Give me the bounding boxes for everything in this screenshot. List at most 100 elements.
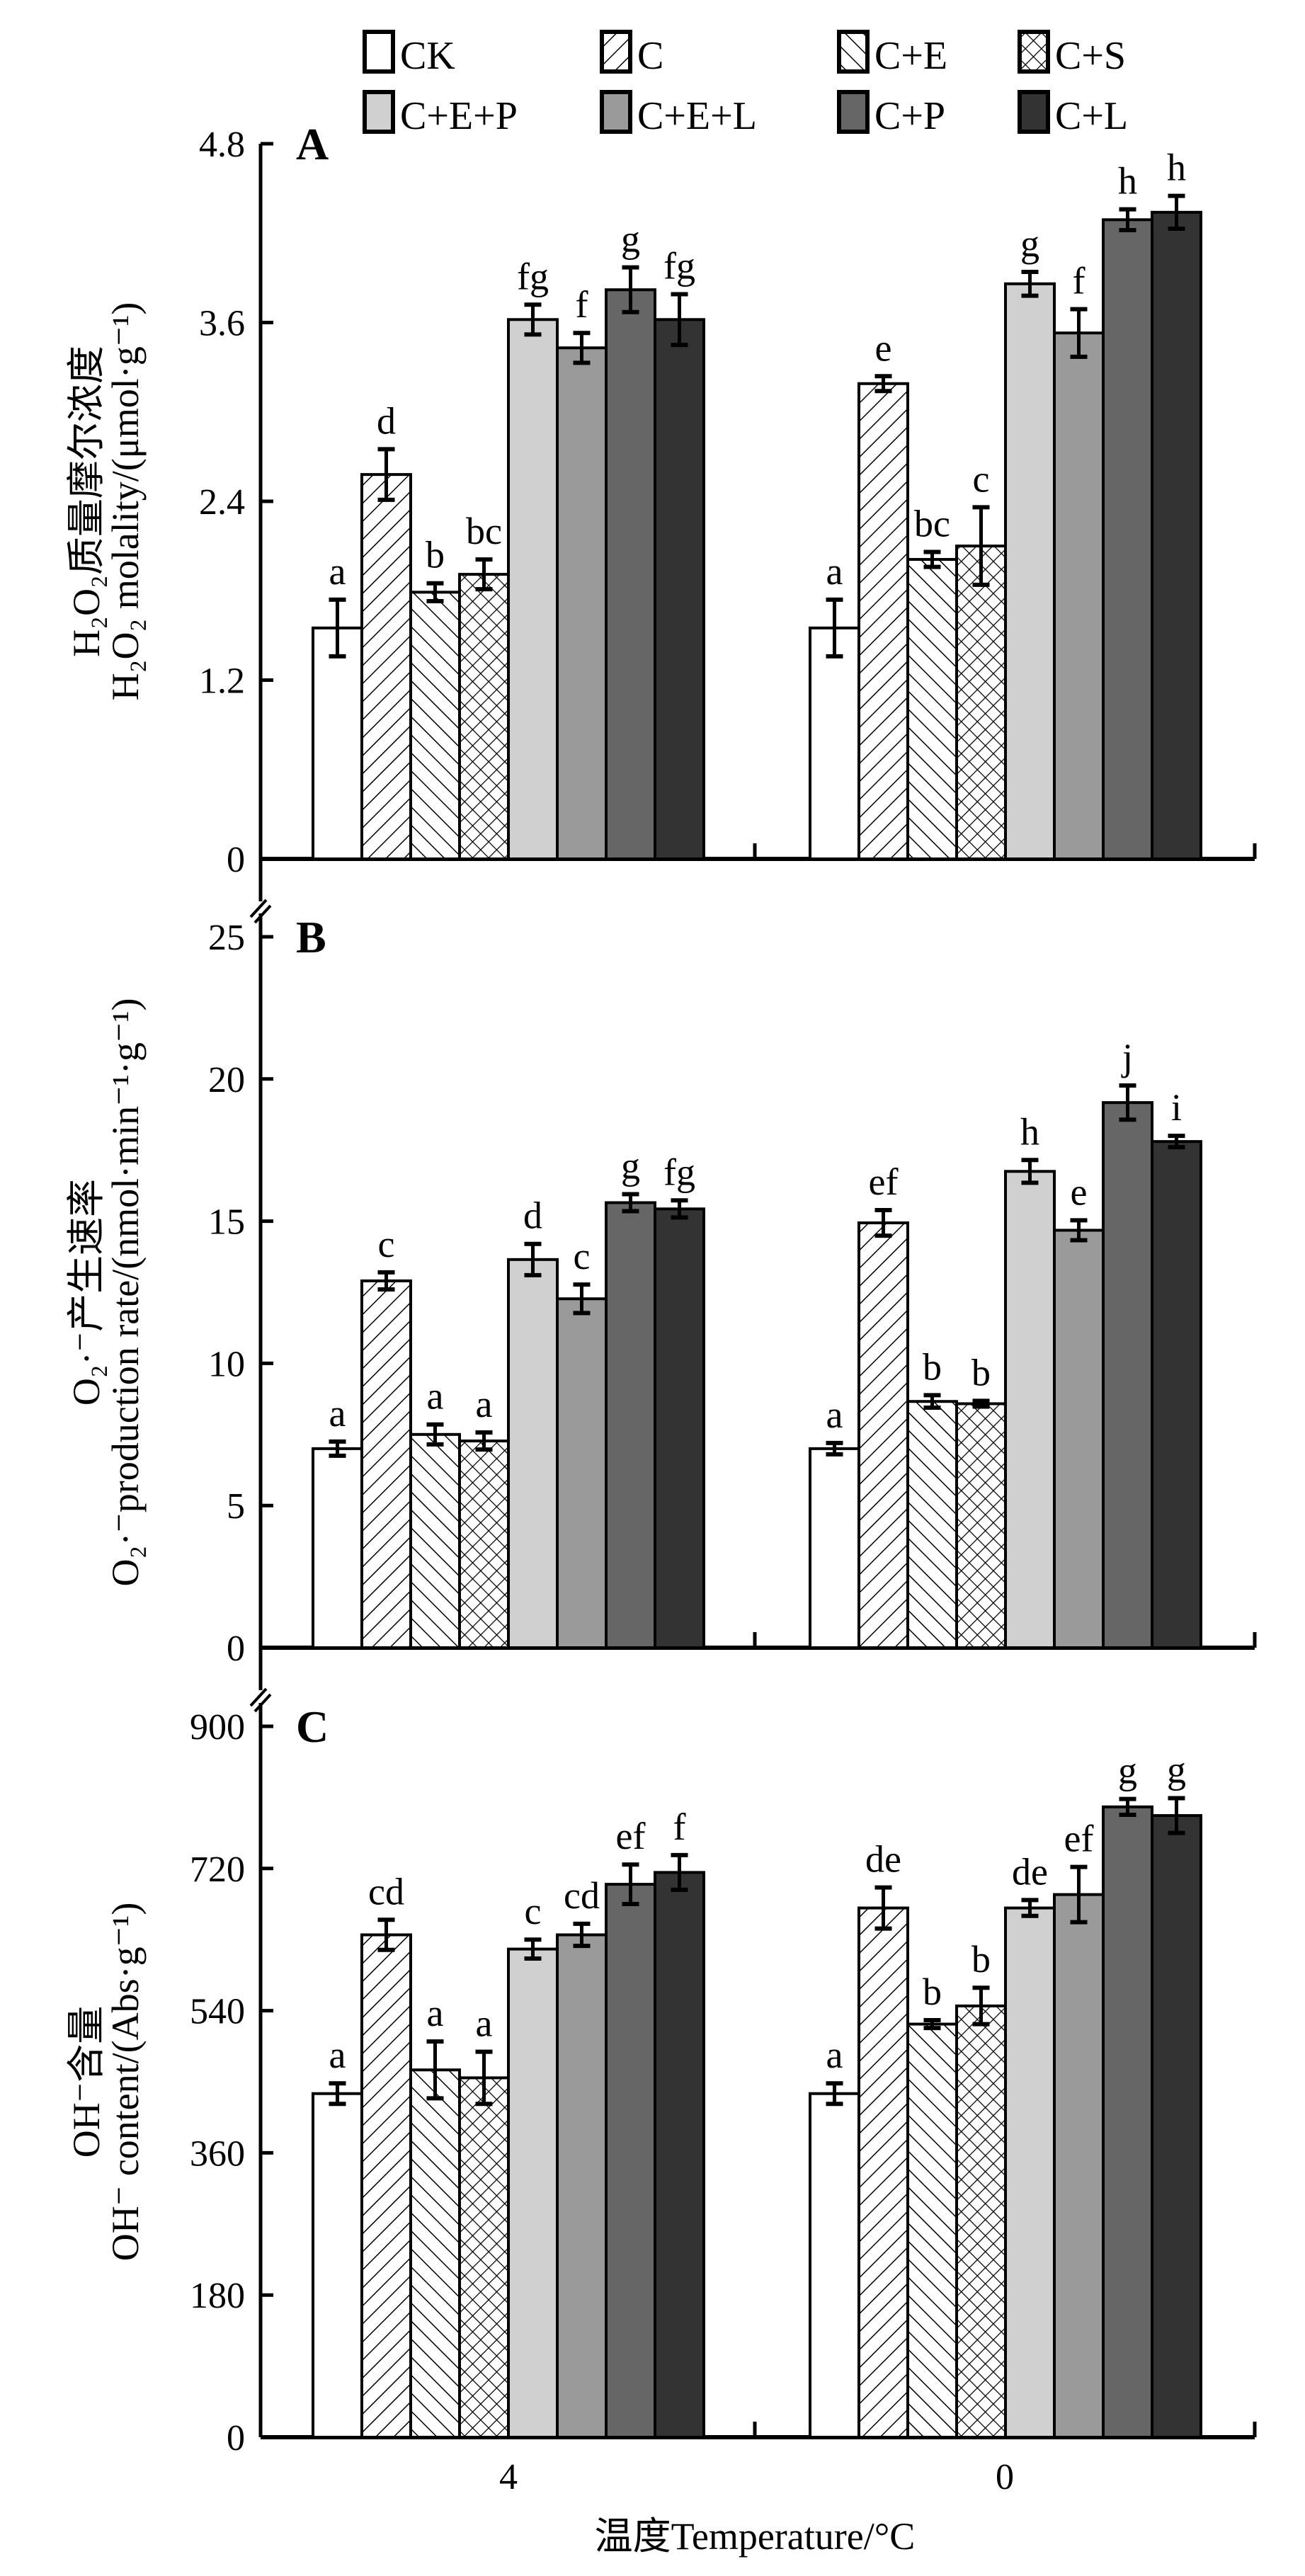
bar [605,1883,656,2439]
significance-letter: b [971,1938,991,1981]
significance-letter: fg [663,1151,695,1193]
legend-item: C+L [1018,90,1128,138]
bar [1102,1805,1153,2439]
legend-swatch [600,30,632,74]
significance-letter: f [1073,260,1085,302]
y-tick-label: 5 [227,1486,245,1527]
legend: CK C C+E C+S C+E+P C+E+L C+P C+L [363,30,1128,138]
axis-break-mark [249,1687,268,1707]
significance-letter: a [427,1992,444,2034]
y-tick-label: 4.8 [199,125,245,165]
significance-letter: a [329,550,346,593]
significance-letter: g [621,1144,640,1187]
y-tick-label: 10 [208,1344,245,1384]
significance-letter: b [923,1971,942,2013]
bar [1004,282,1056,860]
bar [955,545,1007,860]
bar [360,1279,412,1650]
significance-letter: g [1167,1749,1186,1791]
significance-letter: h [1118,160,1137,203]
bar [809,626,860,861]
legend-item: C+S [1018,30,1126,78]
bar [312,626,363,861]
bar [955,1402,1007,1650]
bar [556,1933,608,2439]
y-tick-label: 0 [227,2418,245,2458]
significance-letter: bc [466,510,502,552]
bar [409,2068,461,2439]
bar [556,346,608,861]
significance-letter: de [1012,1850,1048,1893]
y-axis-title-cn: OH⁻含量 [65,2006,108,2158]
y-tick-label: 3.6 [199,304,245,344]
significance-letter: e [875,326,892,369]
significance-letter: c [525,1890,542,1932]
legend-item: C+E+L [600,90,757,138]
significance-letter: ef [616,1815,646,1857]
bar [906,1400,958,1649]
bar [857,382,909,860]
legend-label: CK [400,34,455,78]
bar [312,1447,363,1649]
significance-letter: e [1071,1170,1088,1213]
legend-swatch [1018,30,1050,74]
significance-letter: a [826,2034,843,2076]
bar [458,2076,510,2439]
significance-letter: cd [368,1870,404,1913]
significance-letter: c [574,1235,591,1277]
y-axis-title-en: OH⁻ content/(Abs·g⁻¹) [104,1903,147,2262]
y-axis-title-en: O₂·⁻production rate/(nmol·min⁻¹·g⁻¹) [104,998,147,1586]
bar [1053,1229,1105,1649]
bar [409,591,461,861]
legend-label: C+E+P [400,94,518,138]
significance-letter: a [329,2034,346,2076]
significance-letter: g [1020,222,1039,265]
significance-letter: b [971,1351,991,1394]
y-tick-label: 720 [190,1850,245,1890]
bar [605,288,656,861]
bar [1004,1170,1056,1649]
bar [1102,218,1153,860]
bar [1151,1814,1202,2439]
significance-letter: h [1020,1110,1039,1153]
legend-item: CK [363,30,455,78]
axis-break-mark [249,899,268,918]
bar [809,1447,860,1649]
bar [955,2004,1007,2439]
axis-break-mark [253,1693,272,1713]
significance-letter: ef [1064,1818,1094,1860]
legend-swatch [837,90,870,134]
significance-letter: de [865,1838,901,1881]
significance-letter: a [826,1394,843,1436]
bar [1102,1101,1153,1649]
bar [1053,1893,1105,2439]
bar [654,318,705,860]
significance-letter: a [427,1375,444,1418]
bar [1004,1906,1056,2439]
bar [360,473,412,860]
bar [857,1906,909,2439]
legend-label: C [637,34,663,78]
bar [906,558,958,860]
legend-label: C+P [874,94,945,138]
significance-letter: bc [914,503,950,545]
y-tick-label: 25 [208,918,245,958]
bar [809,2092,860,2439]
bar [1151,1140,1202,1649]
legend-item: C+E+P [363,90,518,138]
significance-letter: cd [564,1874,600,1917]
significance-letter: b [923,1345,942,1388]
significance-letter: g [1118,1750,1137,1792]
panel-letter: B [296,912,326,962]
y-axis-title-en: H₂O₂ molality/(μmol·g⁻¹) [104,302,147,701]
bar [857,1221,909,1650]
axis-break-mark [253,904,272,924]
legend-item: C [600,30,663,78]
bar [507,318,559,860]
bar [605,1201,656,1649]
significance-letter: i [1171,1086,1182,1129]
significance-letter: b [426,534,445,576]
legend-swatch [837,30,870,74]
